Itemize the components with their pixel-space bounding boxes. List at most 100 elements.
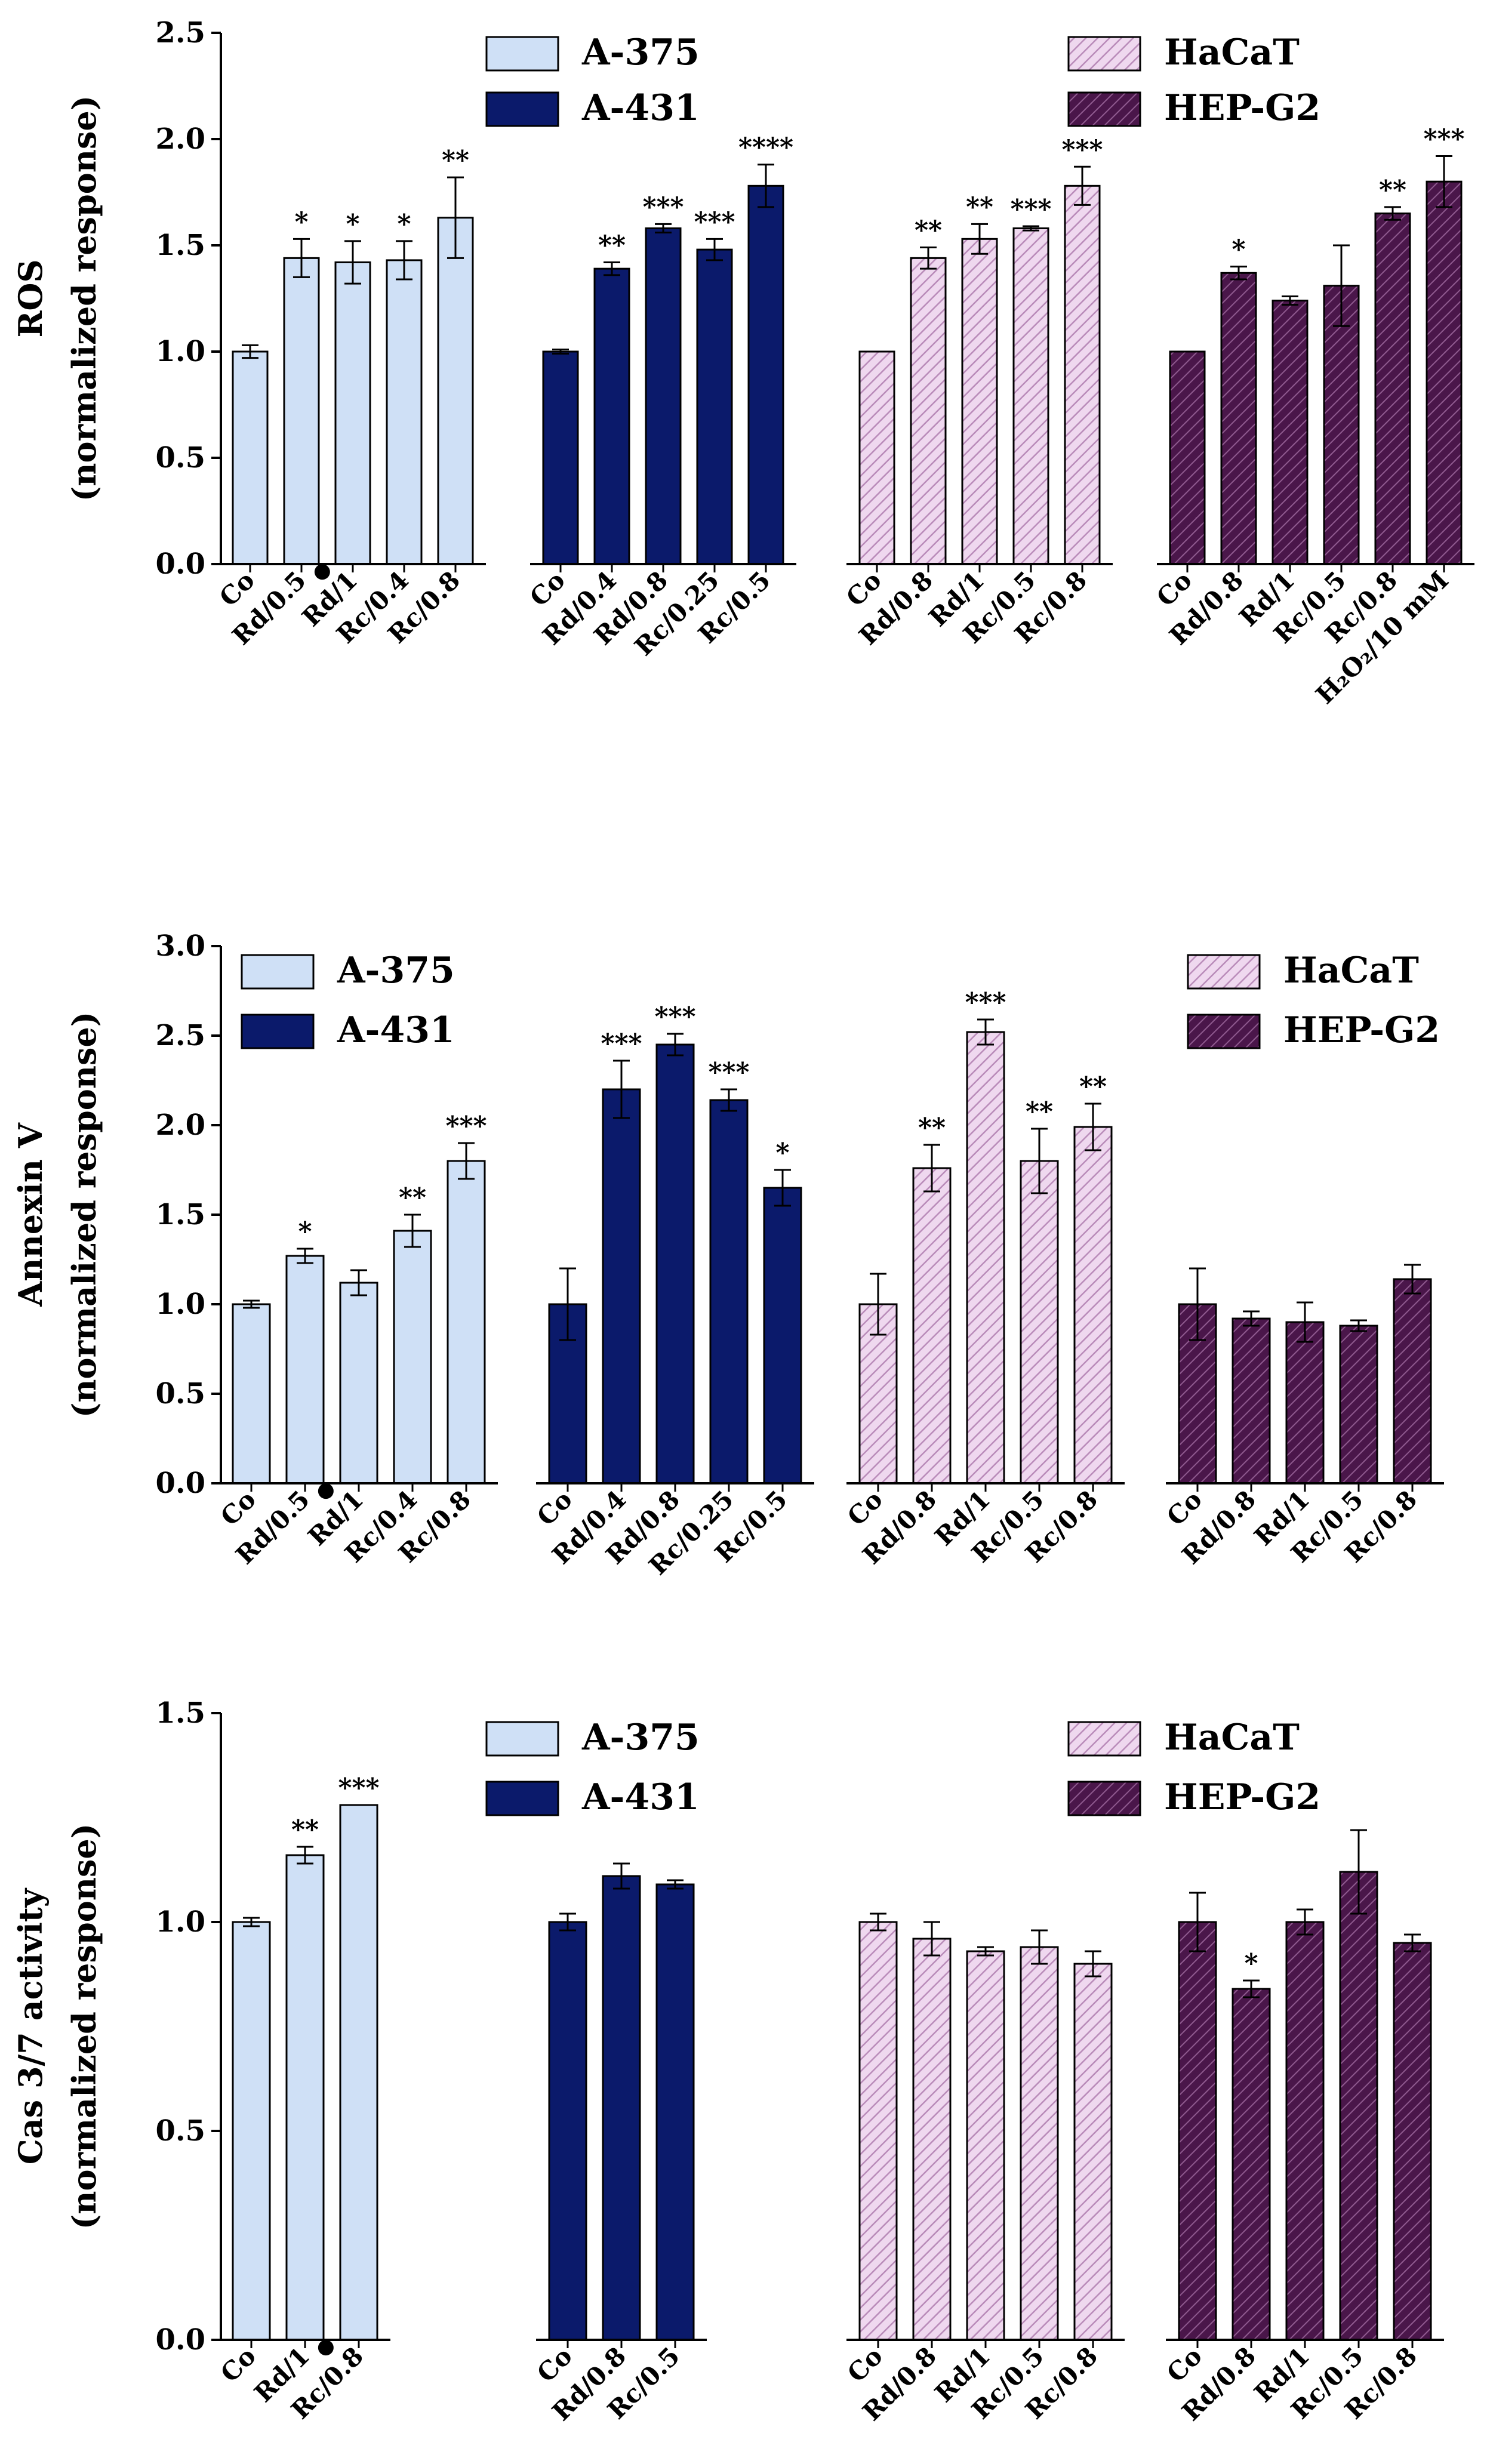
bar-a-431-2 — [655, 1043, 695, 1484]
legend-swatch-a-431 — [241, 1014, 315, 1049]
bar-hacat-4 — [1073, 1126, 1113, 1484]
legend-swatch-a-431 — [485, 91, 559, 127]
significance-label: * — [346, 209, 359, 239]
bar-a-375-1 — [283, 257, 320, 565]
significance-label: *** — [654, 1002, 695, 1032]
bar-hep-g2-5 — [1426, 180, 1463, 565]
significance-label: *** — [708, 1057, 749, 1088]
bar-a-431-2 — [655, 1883, 695, 2341]
significance-label: *** — [965, 987, 1006, 1018]
bar-a-431-4 — [763, 1187, 802, 1484]
bar-hep-g2-3 — [1339, 1325, 1378, 1484]
y-tick-label: 1.5 — [155, 229, 205, 262]
significance-label: *** — [445, 1111, 487, 1141]
bullet-marker: ● — [313, 559, 331, 583]
y-tick-label: 0.5 — [155, 441, 205, 475]
legend-swatch-hacat — [1187, 954, 1261, 990]
legend-swatch-a-375 — [241, 954, 315, 990]
bar-a-431-2 — [645, 227, 682, 565]
bar-a-375-4 — [437, 217, 474, 565]
legend-label-hacat: HaCaT — [1283, 950, 1419, 991]
bar-hacat-2 — [966, 1031, 1005, 1484]
charts-layer: Co*Rd/0.5 ●*Rd/1*Rc/0.4**Rc/0.8 Co**Rd/0.4… — [11, 16, 1474, 2426]
bar-hacat-0 — [858, 1921, 898, 2341]
legend-swatch-hacat — [1067, 36, 1141, 72]
legend-label-hep-g2: HEP-G2 — [1283, 1009, 1440, 1051]
significance-label: * — [1232, 235, 1245, 265]
bar-a-431-1 — [593, 267, 630, 565]
y-axis-sublabel: (normalized response) — [65, 96, 103, 502]
legend-swatch-hep-g2 — [1067, 1781, 1141, 1816]
significance-label: ** — [918, 1113, 946, 1143]
bar-hacat-2 — [961, 238, 998, 565]
y-tick-label: 0.5 — [155, 2114, 205, 2148]
y-tick-label: 0.0 — [155, 547, 205, 581]
bar-a-431-0 — [542, 350, 579, 565]
y-tick-label: 1.0 — [155, 1905, 205, 1939]
y-axis-label: ROS — [11, 260, 50, 338]
y-tick-label: 0.0 — [155, 1467, 205, 1500]
y-axis-sublabel: (normalized response) — [65, 1012, 103, 1418]
bar-hep-g2-0 — [1169, 350, 1206, 565]
bar-hacat-4 — [1073, 1963, 1113, 2341]
y-tick-label: 3.0 — [155, 929, 205, 963]
significance-label: * — [298, 1216, 312, 1247]
bar-a-431-4 — [747, 184, 784, 565]
significance-label: * — [397, 209, 411, 239]
bar-hep-g2-2 — [1285, 1921, 1325, 2341]
significance-label: *** — [1423, 124, 1464, 154]
significance-label: *** — [1061, 134, 1103, 165]
significance-label: **** — [738, 133, 793, 163]
bar-hacat-3 — [1012, 227, 1049, 565]
bar-a-431-0 — [548, 1921, 587, 2341]
bar-a-375-2 — [334, 261, 371, 565]
y-tick-label: 2.0 — [155, 122, 205, 156]
bar-a-375-3 — [393, 1230, 432, 1484]
bar-hacat-0 — [858, 350, 895, 565]
y-tick-label: 2.5 — [155, 1019, 205, 1052]
bar-hep-g2-1 — [1232, 1317, 1271, 1484]
bar-hacat-4 — [1064, 184, 1101, 565]
legend-swatch-a-375 — [485, 1721, 559, 1757]
legend-label-a-431: A-431 — [337, 1009, 455, 1051]
significance-label: ** — [1379, 175, 1406, 205]
bullet-marker: ● — [317, 1478, 335, 1502]
y-axis-label: Annexin V — [11, 1122, 50, 1307]
legend-swatch-hep-g2 — [1067, 91, 1141, 127]
bar-a-431-3 — [709, 1099, 749, 1484]
bar-hep-g2-4 — [1374, 212, 1411, 565]
significance-label: *** — [1010, 194, 1051, 224]
legend-swatch-a-431 — [485, 1781, 559, 1816]
significance-label: *** — [694, 207, 735, 237]
bar-hep-g2-4 — [1393, 1942, 1432, 2341]
bar-a-375-3 — [386, 259, 423, 565]
y-tick-label: 1.5 — [155, 1696, 205, 1730]
y-tick-label: 1.0 — [155, 1288, 205, 1321]
bar-a-431-3 — [696, 248, 733, 565]
significance-label: ** — [1079, 1071, 1107, 1102]
y-tick-label: 0.0 — [155, 2323, 205, 2357]
significance-label: *** — [601, 1028, 642, 1059]
bar-hacat-1 — [912, 1938, 952, 2341]
legend-label-a-375: A-375 — [581, 1717, 700, 1758]
bar-a-375-0 — [232, 1921, 271, 2341]
significance-label: ** — [291, 1815, 319, 1845]
legend-label-hacat: HaCaT — [1164, 1717, 1300, 1758]
legend-swatch-hacat — [1067, 1721, 1141, 1757]
significance-label: * — [1244, 1948, 1258, 1979]
legend-swatch-a-375 — [485, 36, 559, 72]
bar-a-375-0 — [232, 350, 269, 565]
bar-hep-g2-2 — [1285, 1321, 1325, 1484]
bar-hacat-3 — [1020, 1946, 1059, 2341]
significance-label: * — [775, 1138, 789, 1168]
legend-label-a-431: A-431 — [581, 87, 700, 129]
significance-label: ** — [1026, 1097, 1053, 1127]
bar-a-375-1 — [285, 1255, 325, 1484]
bar-a-375-4 — [447, 1160, 486, 1484]
legend-label-hep-g2: HEP-G2 — [1164, 1776, 1320, 1818]
y-axis-label: Cas 3/7 activity — [11, 1887, 50, 2164]
bar-hep-g2-4 — [1393, 1278, 1432, 1484]
bar-a-431-1 — [602, 1088, 641, 1484]
legend-label-a-375: A-375 — [337, 950, 455, 991]
